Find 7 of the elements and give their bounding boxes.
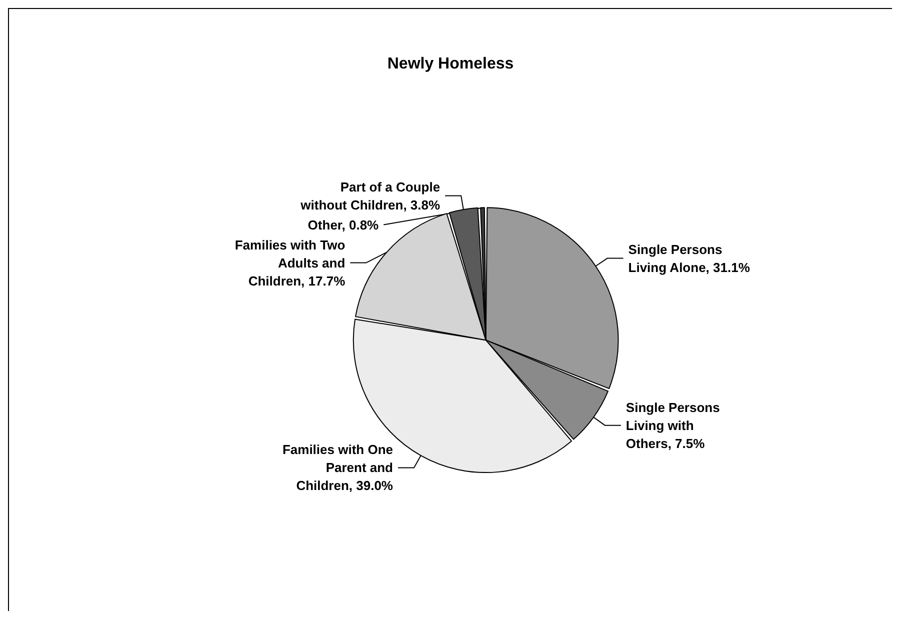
- chart-title: Newly Homeless: [387, 56, 514, 72]
- slice-label: Families with One Parent and Children, 39.0%: [282, 442, 394, 494]
- slice-label: Families with Two Adults and Children, 17.7%: [234, 237, 346, 288]
- slice-label: Other, 0.8%: [308, 217, 380, 232]
- slice-label: Single Persons Living Alone, 31.1%: [628, 242, 750, 275]
- slice-label: Part of a Couple without Children, 3.8%: [300, 179, 440, 212]
- slice-label: Single Persons Living with Others, 7.5%: [626, 400, 720, 451]
